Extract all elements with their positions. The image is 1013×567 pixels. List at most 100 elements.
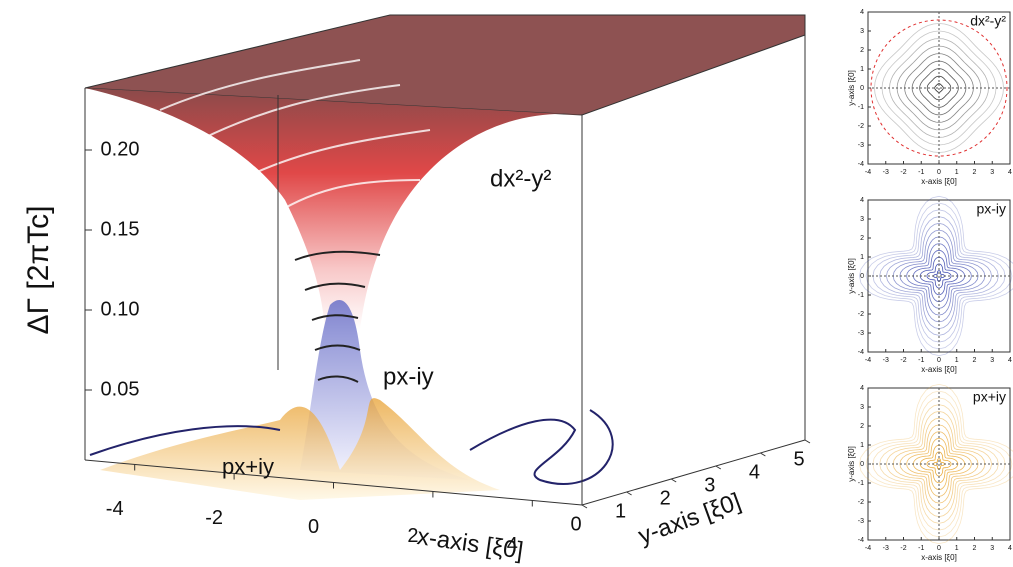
- x-tick-label: 0: [937, 169, 941, 176]
- box: [84, 35, 806, 506]
- contour-ring: [879, 216, 999, 336]
- y-tick-label: 0: [570, 513, 581, 535]
- contour-ring: [899, 236, 979, 316]
- x-tick-label: 2: [407, 525, 418, 547]
- x-tick-label: -2: [900, 357, 906, 364]
- x-axis-label: x-axis [ξ0]: [921, 553, 957, 562]
- guide-circle: [870, 19, 1008, 157]
- x-tick-label: 3: [990, 169, 994, 176]
- x-tick-label: 1: [955, 169, 959, 176]
- x-tick-label: 2: [973, 169, 977, 176]
- x-tick-label: 2: [973, 357, 977, 364]
- x-tick-label: 4: [1008, 357, 1012, 364]
- z-tick-label: 0.05: [101, 378, 140, 400]
- y-tick-label: -2: [858, 123, 864, 130]
- x-tick-label: 4: [507, 534, 518, 556]
- y-tick: [670, 478, 677, 483]
- contour-panel: -4 -3 -2 -1 0 1 2 3 4 -4 -3 -2 -1 0 1 2 3 4 x-axis [ξ0] y-a…: [847, 195, 1013, 374]
- x-axis-label: x-axis [ξ0]: [921, 177, 957, 186]
- z-tick-label: 0.15: [101, 218, 140, 240]
- contour-line: [89, 409, 614, 485]
- x-tick-label: -1: [918, 545, 924, 552]
- contour-ring: [879, 404, 999, 524]
- x-tick-label: -4: [865, 545, 871, 552]
- y-tick-label: -1: [858, 480, 864, 487]
- y-tick-label: -4: [858, 537, 864, 544]
- x-tick-label: 3: [990, 357, 994, 364]
- y-tick-label: 4: [860, 197, 864, 204]
- y-tick-label: 0: [860, 273, 864, 280]
- annotation: px+iy: [222, 454, 274, 479]
- y-tick-label: 2: [860, 235, 864, 242]
- y-axis-label: y-axis [ξ0]: [847, 70, 856, 106]
- z-tick-label: 0.20: [101, 138, 140, 160]
- y-axis-label: y-axis [ξ0]: [847, 446, 856, 482]
- contour-ring: [899, 424, 979, 504]
- y-tick-label: -1: [858, 292, 864, 299]
- x-tick-label: -2: [900, 545, 906, 552]
- z-tick-label: 0.10: [101, 298, 140, 320]
- x-tick-label: 0: [937, 545, 941, 552]
- y-tick: [804, 439, 811, 444]
- x-tick-label: 0: [937, 357, 941, 364]
- contour-ring: [906, 431, 972, 497]
- x-tick-label: -4: [106, 498, 124, 520]
- y-tick-label: -1: [858, 104, 864, 111]
- x-axis-label: x-axis [ξ0]: [921, 365, 957, 374]
- x-tick-label: -4: [865, 169, 871, 176]
- y-tick: [715, 465, 722, 470]
- contour-ring: [926, 75, 952, 101]
- contour-panel: -4 -3 -2 -1 0 1 2 3 4 -4 -3 -2 -1 0 1 2 3 4 x-axis [ξ0] y-a…: [847, 383, 1013, 562]
- y-tick-label: 4: [860, 9, 864, 16]
- contour-ring: [906, 243, 972, 309]
- contour-ring: [858, 383, 1013, 545]
- panel-title: dx²-y²: [970, 13, 1006, 29]
- x-tick-label: 1: [955, 545, 959, 552]
- y-tick-label: -3: [858, 142, 864, 149]
- contour-ring: [919, 68, 959, 108]
- x-tick-label: 4: [1008, 545, 1012, 552]
- y-tick-label: -3: [858, 518, 864, 525]
- y-tick-label: 4: [860, 385, 864, 392]
- contour-ring: [858, 195, 1013, 357]
- x-tick-label: 1: [955, 357, 959, 364]
- x-tick-label: -2: [900, 169, 906, 176]
- y-tick-label: 2: [860, 423, 864, 430]
- x-tick-label: -1: [918, 169, 924, 176]
- y-axis-label: y-axis [ξ0]: [847, 258, 856, 294]
- annotation: dx²-y²: [490, 165, 551, 192]
- x-tick-label: -3: [883, 357, 889, 364]
- surface-pxiy2: [100, 398, 500, 500]
- x-tick-label: 2: [973, 545, 977, 552]
- contour-ring: [874, 23, 1004, 153]
- y-tick-label: -2: [858, 499, 864, 506]
- y-tick-label: 3: [704, 474, 715, 496]
- y-tick-label: 1: [615, 500, 626, 522]
- contour-ring: [865, 202, 1013, 350]
- y-tick-label: 3: [860, 28, 864, 35]
- x-tick-label: 3: [990, 545, 994, 552]
- z-axis-label: ΔΓ [2πTc]: [22, 206, 55, 335]
- y-tick-label: -2: [858, 311, 864, 318]
- panel-title: px-iy: [976, 201, 1006, 217]
- surface: [84, 14, 806, 500]
- y-tick-label: 0: [860, 461, 864, 468]
- y-tick-label: 3: [860, 404, 864, 411]
- x-tick-label: -4: [865, 357, 871, 364]
- contour-ring: [926, 451, 952, 477]
- surface-contours: [159, 59, 431, 221]
- y-tick: [760, 452, 766, 457]
- x-tick-label: -1: [918, 357, 924, 364]
- y-tick-label: 3: [860, 216, 864, 223]
- y-tick-label: -4: [858, 161, 864, 168]
- surface-funnel: [85, 88, 582, 330]
- y-tick-label: 1: [860, 66, 864, 73]
- y-tick-label: 1: [860, 254, 864, 261]
- panel-title: px+iy: [973, 389, 1006, 405]
- x-tick-label: -2: [205, 507, 223, 529]
- y-tick-label: 2: [660, 487, 671, 509]
- contour-ring: [885, 410, 993, 518]
- x-tick-label: 4: [1008, 169, 1012, 176]
- contour-ring: [885, 222, 993, 330]
- y-tick-label: -4: [858, 349, 864, 356]
